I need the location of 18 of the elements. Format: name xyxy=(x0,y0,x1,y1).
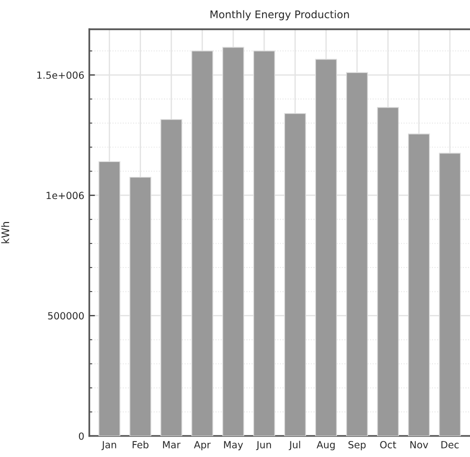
x-tick-label: Oct xyxy=(380,441,396,448)
x-tick-label: May xyxy=(224,441,243,450)
x-tick-label: Aug xyxy=(316,441,335,450)
y-tick-label: 500000 xyxy=(48,312,84,320)
x-tick-label: Feb xyxy=(132,440,148,448)
x-tick-label: Mar xyxy=(163,441,180,448)
x-tick-label: Jul xyxy=(288,440,300,450)
y-tick-label: 0 xyxy=(78,432,84,440)
chart-title: Monthly Energy Production xyxy=(210,10,349,20)
x-tick-label: Jun xyxy=(256,441,271,450)
y-tick-label: 1e+006 xyxy=(46,192,84,200)
x-tick-label: Jan xyxy=(101,441,116,450)
x-tick-label: Sep xyxy=(348,441,366,450)
x-tick-label: Nov xyxy=(410,441,428,448)
y-axis-title: kWh xyxy=(1,222,10,244)
x-tick-label: Dec xyxy=(441,441,459,448)
x-tick-label: Apr xyxy=(194,441,211,450)
y-tick-label: 1.5e+006 xyxy=(37,71,84,79)
